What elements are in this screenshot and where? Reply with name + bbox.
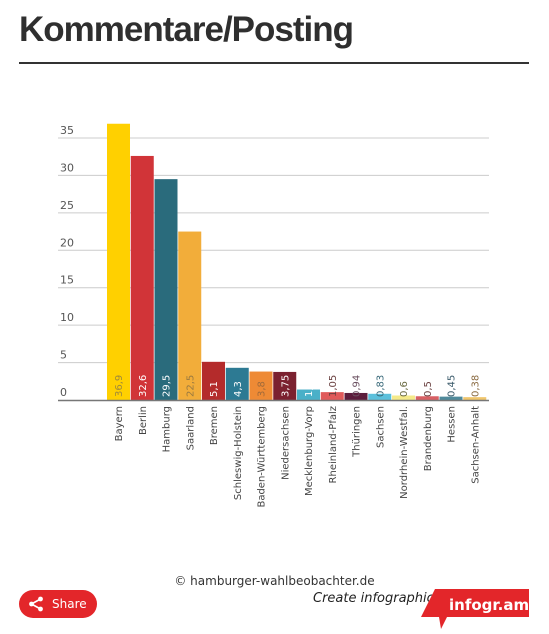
- bar[interactable]: [202, 361, 225, 400]
- bar-value-label: 0,6: [399, 381, 410, 397]
- bar-value-label: 29,5: [162, 375, 173, 397]
- bar-value-label: 0,83: [375, 375, 386, 397]
- y-tick-label: 0: [60, 386, 67, 399]
- x-tick-label: Thüringen: [352, 406, 363, 458]
- bar[interactable]: [392, 395, 415, 400]
- bar-value-label: 5,1: [209, 381, 220, 397]
- x-tick-label: Hamburg: [162, 406, 173, 452]
- x-tick-label: Berlin: [138, 406, 149, 435]
- y-tick-label: 35: [60, 124, 74, 137]
- x-tick-label: Sachsen: [375, 406, 386, 448]
- bar-value-label: 0,5: [423, 381, 434, 397]
- x-tick-label: Rheinland-Pfalz: [328, 406, 339, 483]
- bar-chart: 0 5 10 15 20 25 30 35 36,9 Bayern 32,6 Berlin 29,5 Ha…: [58, 123, 489, 508]
- share-label: Share: [52, 597, 87, 611]
- x-tick-label: Brandenburg: [423, 406, 434, 471]
- bar-value-label: 3,8: [257, 381, 268, 397]
- bar-value-label: 32,6: [138, 375, 149, 397]
- bar[interactable]: [320, 392, 344, 400]
- bar-value-label: 36,9: [114, 375, 125, 397]
- brand-name: infogr.am: [449, 596, 530, 614]
- y-tick-label: 30: [60, 161, 74, 174]
- bar[interactable]: [344, 392, 368, 400]
- bar-value-label: 0,45: [447, 375, 458, 397]
- bar[interactable]: [368, 393, 392, 400]
- y-tick-label: 20: [60, 236, 74, 249]
- x-tick-label: Baden-Württemberg: [257, 406, 268, 508]
- create-infographics-link[interactable]: Create infographics: [313, 591, 441, 606]
- x-tick-label: Hessen: [447, 406, 458, 443]
- bar-value-label: 1,05: [328, 375, 339, 397]
- credit-text: © hamburger-wahlbeobachter.de: [174, 574, 375, 588]
- bar-value-label: 4,3: [233, 381, 244, 397]
- bar[interactable]: [297, 389, 320, 400]
- x-tick-label: Saarland: [185, 406, 196, 450]
- share-button[interactable]: Share: [19, 590, 97, 618]
- y-tick-label: 15: [60, 274, 74, 287]
- bar-value-label: 0,94: [352, 375, 363, 397]
- bar-value-label: 22,5: [185, 375, 196, 397]
- x-tick-label: Schleswig-Holstein: [233, 406, 244, 500]
- share-icon: [29, 596, 43, 612]
- x-tick-label: Bremen: [209, 406, 220, 445]
- bar[interactable]: [415, 396, 439, 400]
- x-tick-label: Bayern: [114, 406, 125, 441]
- chart-title: Kommentare/Posting: [19, 10, 354, 49]
- x-tick-label: Niedersachsen: [280, 406, 291, 480]
- x-tick-label: Nordrhein-Westfal.: [399, 406, 410, 499]
- y-tick-label: 5: [60, 349, 67, 362]
- bar-value-label: 3,75: [280, 375, 291, 397]
- bar[interactable]: [130, 155, 154, 400]
- title-divider: [19, 62, 529, 64]
- y-tick-label: 25: [60, 199, 74, 212]
- bar[interactable]: [178, 231, 202, 400]
- y-tick-label: 10: [60, 311, 74, 324]
- bar[interactable]: [273, 371, 297, 400]
- bar-value-label: 1,4: [304, 381, 315, 397]
- x-tick-label: Mecklenburg-Vorp: [304, 406, 315, 496]
- x-tick-label: Sachsen-Anhalt: [470, 406, 481, 484]
- infogram-logo-badge[interactable]: [421, 589, 529, 629]
- bar[interactable]: [225, 367, 249, 400]
- bar[interactable]: [249, 371, 273, 400]
- bar[interactable]: [154, 179, 178, 400]
- bar[interactable]: [439, 396, 463, 400]
- bar[interactable]: [463, 397, 487, 400]
- bar[interactable]: [107, 123, 130, 400]
- bar-value-label: 0,38: [470, 375, 481, 397]
